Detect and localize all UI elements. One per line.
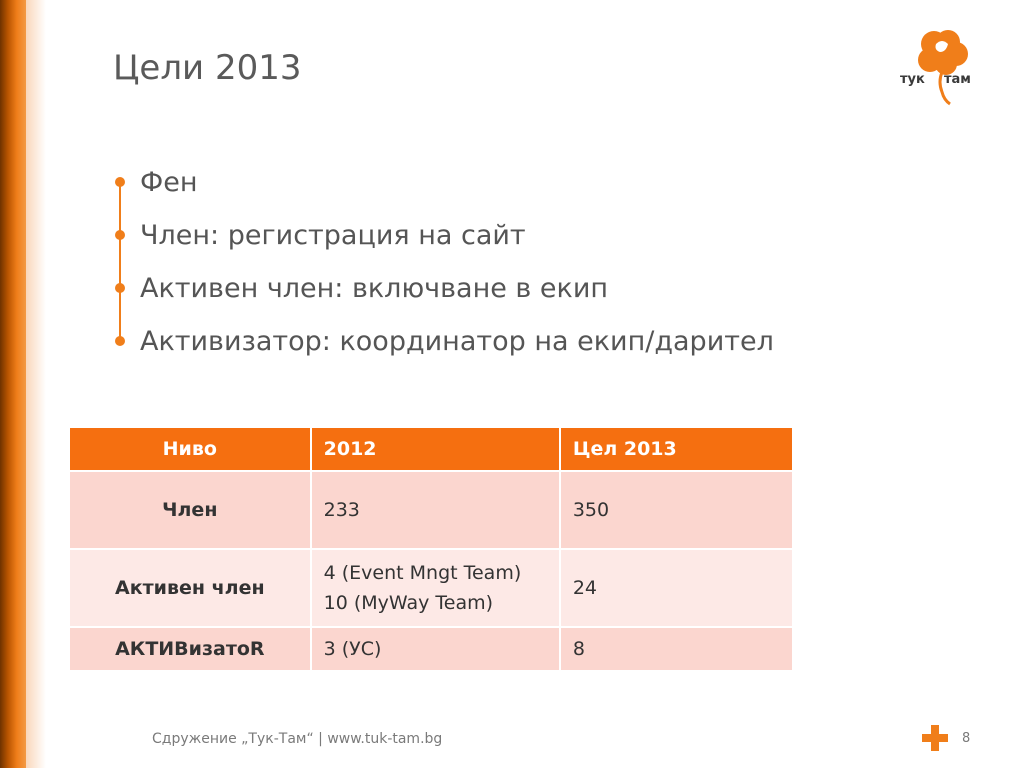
row-2012-value: 4 (Event Mngt Team) 10 (MyWay Team) <box>309 548 561 628</box>
footer-text: Сдружение „Тук-Там“ | www.tuk-tam.bg <box>152 731 443 747</box>
row-level-label: Член <box>68 470 312 550</box>
row-2012-line: 233 <box>323 499 360 521</box>
bullet-text: Активизатор: координатор на екип/дарител <box>140 325 774 357</box>
side-decoration-fade <box>26 0 46 768</box>
bullet-dot-icon <box>115 283 125 293</box>
slide-title: Цели 2013 <box>113 48 302 88</box>
logo-text-left: тук <box>900 72 925 87</box>
bullet-text: Фен <box>140 166 198 198</box>
table-row: АКТИВизатоR 3 (УС) 8 <box>68 626 795 672</box>
bullet-connector-line <box>119 180 121 342</box>
bullet-dot-icon <box>115 177 125 187</box>
row-goal-value: 350 <box>558 470 795 550</box>
logo-text-right: там <box>944 72 971 87</box>
table-header-row: Ниво 2012 Цел 2013 <box>68 426 795 472</box>
table-row: Активен член 4 (Event Mngt Team) 10 (MyW… <box>68 548 795 628</box>
page-number: 8 <box>962 731 971 746</box>
bullet-dot-icon <box>115 336 125 346</box>
row-2012-value: 233 <box>309 470 561 550</box>
row-level-label: АКТИВизатоR <box>68 626 312 672</box>
bullet-text: Активен член: включване в екип <box>140 272 609 304</box>
table-row: Член 233 350 <box>68 470 795 550</box>
table-header-2012: 2012 <box>309 426 561 472</box>
row-2012-line: 4 (Event Mngt Team) <box>323 562 522 584</box>
row-level-label: Активен член <box>68 548 312 628</box>
bullet-text: Член: регистрация на сайт <box>140 219 526 251</box>
bullet-dot-icon <box>115 230 125 240</box>
row-2012-value: 3 (УС) <box>309 626 561 672</box>
row-2012-line: 10 (MyWay Team) <box>323 592 494 614</box>
bullet-item: Активизатор: координатор на екип/дарител <box>110 321 774 361</box>
plus-icon <box>922 725 948 751</box>
row-2012-line: 3 (УС) <box>323 638 382 660</box>
bullet-item: Фен <box>110 162 198 202</box>
goals-table: Ниво 2012 Цел 2013 Член 233 350 Активен … <box>68 426 795 672</box>
row-goal-value: 8 <box>558 626 795 672</box>
tree-logo-icon: тук там <box>896 22 978 112</box>
table-header-goal-2013: Цел 2013 <box>558 426 795 472</box>
side-decoration-bar <box>0 0 26 768</box>
row-goal-value: 24 <box>558 548 795 628</box>
bullet-item: Активен член: включване в екип <box>110 268 608 308</box>
table-header-level: Ниво <box>68 426 312 472</box>
bullet-item: Член: регистрация на сайт <box>110 215 526 255</box>
